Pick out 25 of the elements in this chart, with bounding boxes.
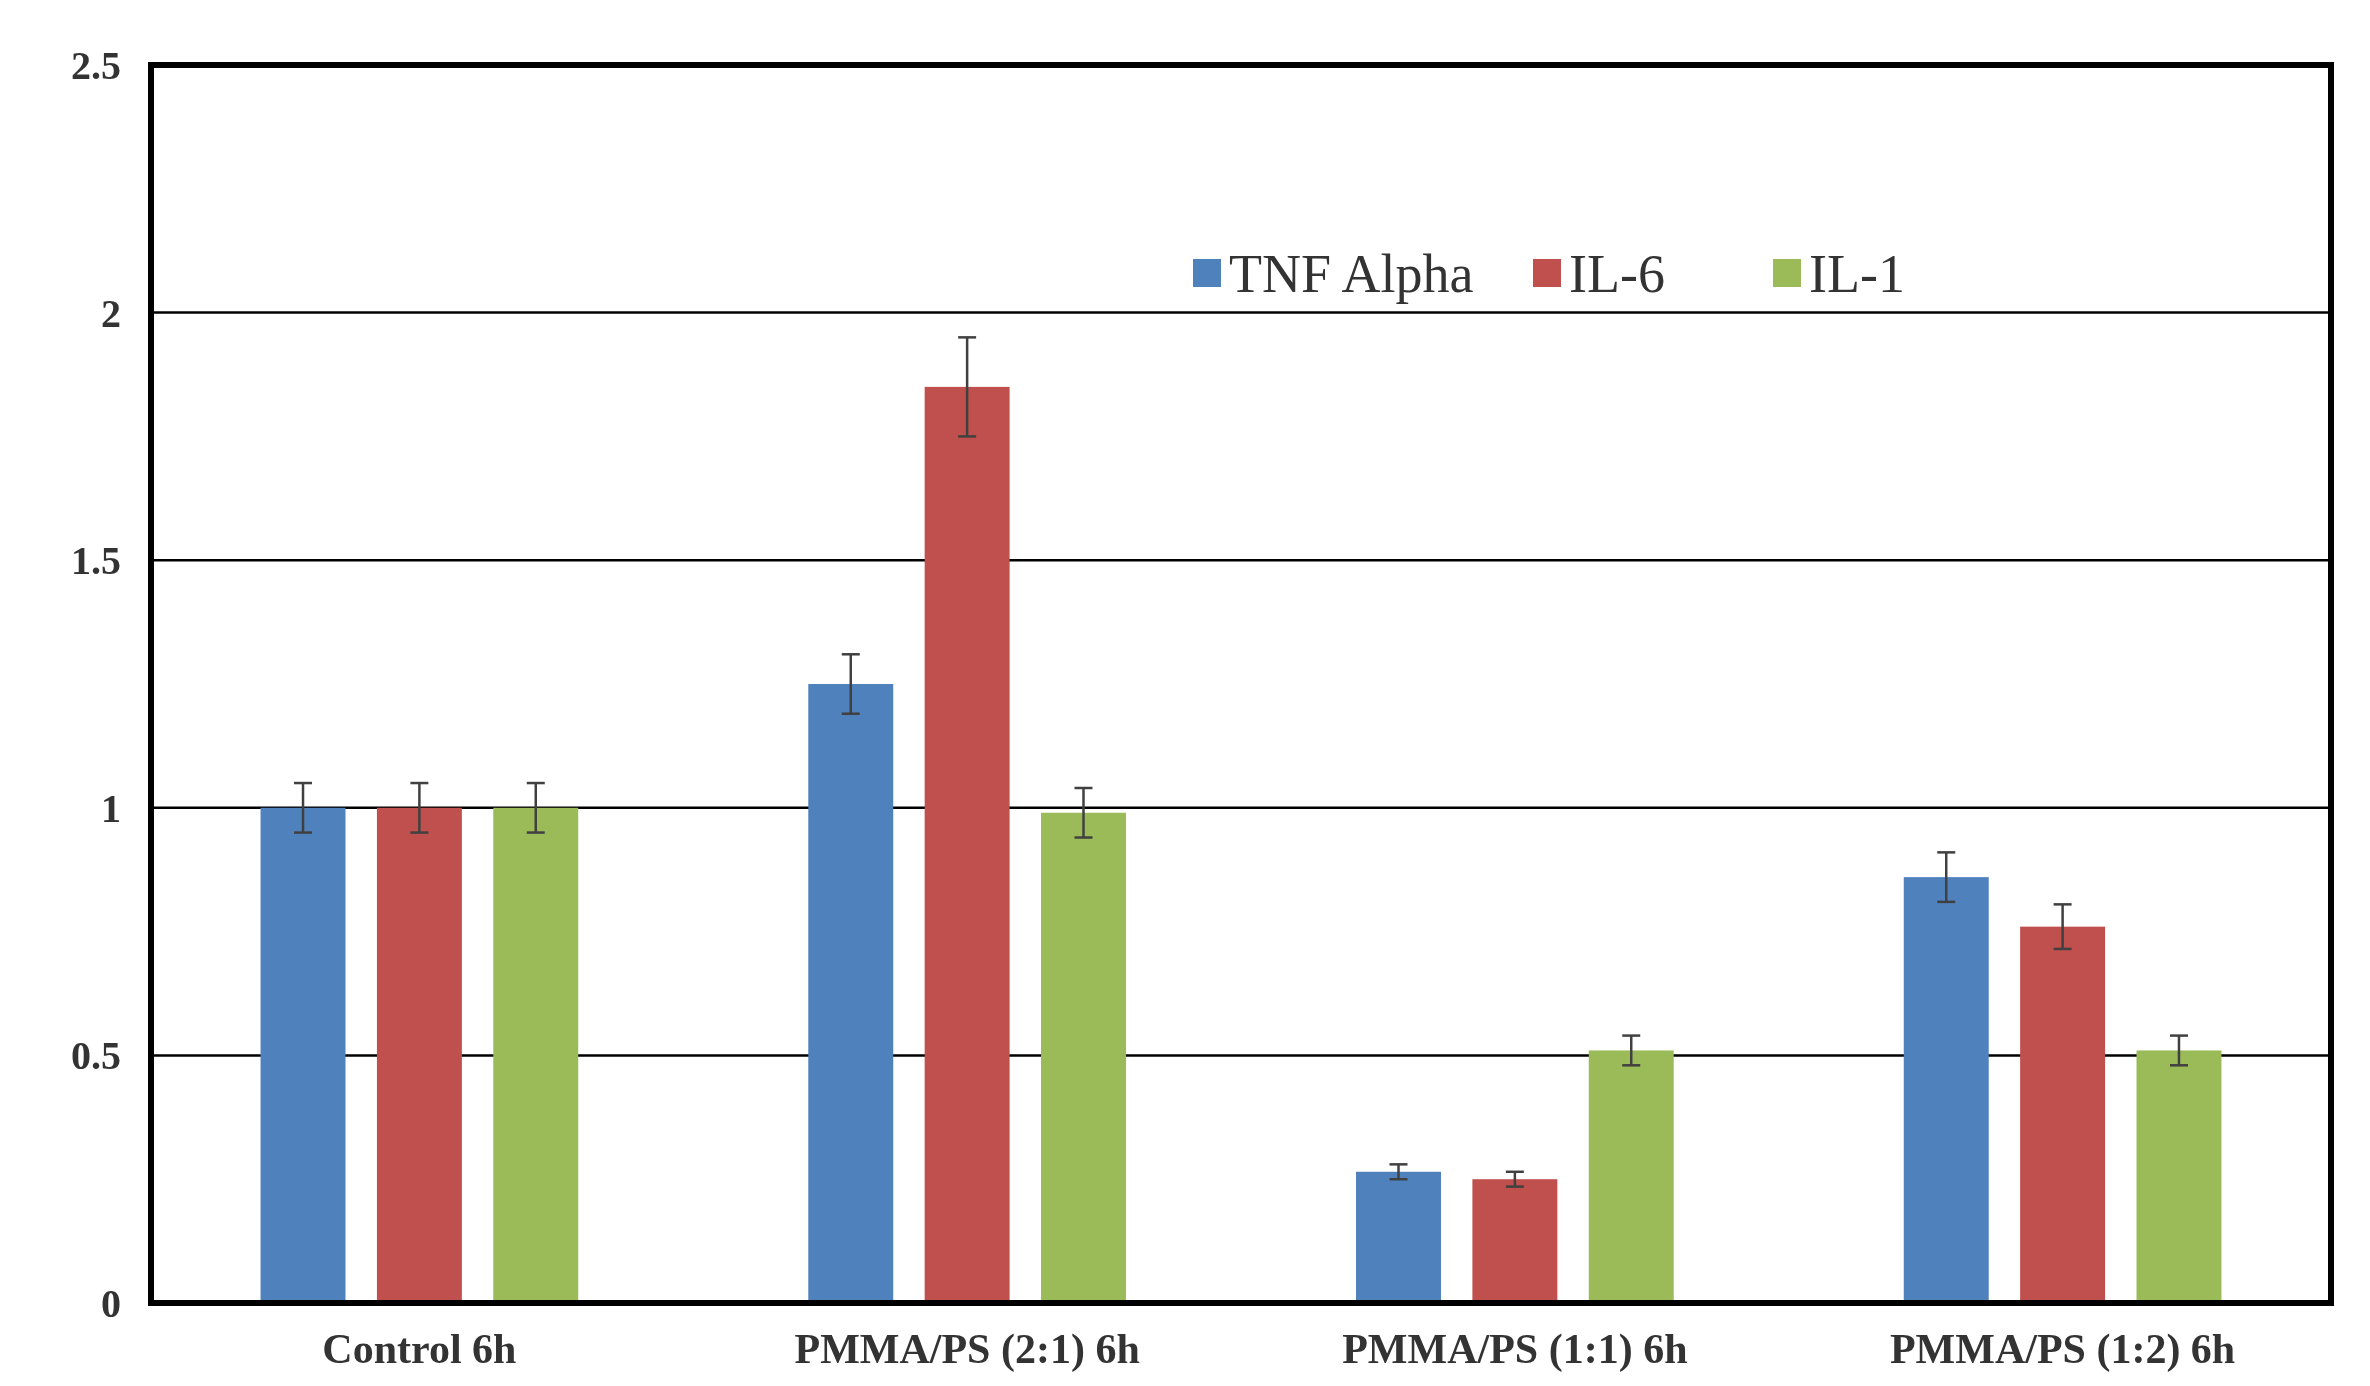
bar bbox=[2136, 1050, 2222, 1303]
y-tick-label: 0 bbox=[101, 1281, 121, 1326]
bar bbox=[493, 807, 579, 1303]
bar bbox=[260, 807, 346, 1303]
bar bbox=[1903, 877, 1989, 1303]
bar bbox=[1472, 1179, 1558, 1303]
y-tick-label: 1.5 bbox=[71, 538, 121, 584]
x-tick-label: PMMA/PS (1:2) 6h bbox=[1889, 1326, 2236, 1373]
bar bbox=[1356, 1171, 1441, 1303]
x-tick-label: PMMA/PS (1:1) 6h bbox=[1342, 1326, 1688, 1373]
y-tick-label: 0.5 bbox=[71, 1033, 121, 1079]
legend-label: IL-1 bbox=[1809, 243, 1905, 304]
bar bbox=[808, 684, 894, 1303]
legend-label: IL-6 bbox=[1569, 243, 1665, 304]
y-tick-label: 2.5 bbox=[71, 43, 121, 88]
bar bbox=[2020, 926, 2106, 1303]
bar bbox=[376, 807, 462, 1303]
x-tick-label: Control 6h bbox=[322, 1326, 517, 1372]
x-tick-label: PMMA/PS (2:1) 6h bbox=[794, 1326, 1140, 1373]
y-tick-label: 2 bbox=[101, 290, 121, 336]
y-tick-label: 1 bbox=[101, 785, 121, 831]
bar bbox=[1041, 812, 1126, 1303]
bar bbox=[924, 386, 1010, 1303]
bar bbox=[1588, 1050, 1674, 1303]
legend-label: TNF Alpha bbox=[1229, 243, 1474, 304]
